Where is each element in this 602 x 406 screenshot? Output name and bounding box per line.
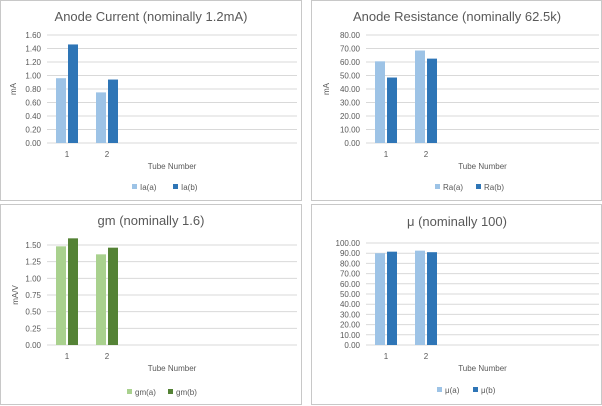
- x-axis-label: Tube Number: [148, 162, 197, 171]
- y-tick-label: 1.20: [25, 58, 41, 67]
- y-tick-label: 0.20: [25, 126, 41, 135]
- y-tick-label: 0.50: [25, 308, 41, 317]
- x-tick-label: 1: [65, 352, 70, 361]
- y-tick-label: 10.00: [340, 126, 361, 135]
- y-tick-label: 1.00: [25, 274, 41, 283]
- x-tick-label: 1: [384, 352, 389, 361]
- y-tick-label: 70.00: [340, 270, 361, 279]
- y-tick-label: 0.75: [25, 291, 41, 300]
- legend-label: Ra(b): [484, 183, 504, 192]
- legend-swatch: [476, 184, 481, 189]
- legend-label: Ia(a): [140, 183, 157, 192]
- chart-title: Anode Resistance (nominally 62.5k): [353, 9, 561, 24]
- y-tick-label: 20.00: [340, 112, 361, 121]
- bar-gm(b)-1: [68, 238, 78, 345]
- bar-Ia(b)-2: [108, 79, 118, 143]
- x-tick-label: 1: [65, 150, 70, 159]
- bar-μ(a)-1: [375, 253, 385, 345]
- legend-swatch: [473, 387, 478, 392]
- x-tick-label: 2: [105, 352, 110, 361]
- y-tick-label: 50.00: [340, 72, 361, 81]
- legend-swatch: [437, 387, 442, 392]
- x-tick-label: 1: [384, 150, 389, 159]
- legend-label: μ(a): [445, 386, 460, 395]
- legend-swatch: [168, 389, 173, 394]
- chart-panel-anode-resistance: Anode Resistance (nominally 62.5k) 0.00 10…: [311, 0, 602, 201]
- bar-Ra(a)-1: [375, 61, 385, 144]
- y-tick-label: 80.00: [340, 259, 361, 268]
- y-tick-label: 0.00: [25, 341, 41, 350]
- chart-panel-anode-current: Anode Current (nominally 1.2mA) 0.00 0.20 0…: [0, 0, 302, 201]
- y-tick-label: 50.00: [340, 290, 361, 299]
- bar-Ra(a)-2: [415, 50, 425, 143]
- y-tick-label: 0.80: [25, 85, 41, 94]
- y-tick-label: 1.60: [25, 31, 41, 40]
- y-tick-label: 60.00: [340, 58, 361, 67]
- bar-gm(a)-2: [96, 254, 106, 345]
- y-tick-label: 0.00: [344, 139, 360, 148]
- x-tick-label: 2: [424, 352, 429, 361]
- y-tick-label: 10.00: [340, 331, 361, 340]
- y-axis-label: mA: [322, 82, 331, 95]
- y-tick-label: 40.00: [340, 300, 361, 309]
- legend-label: Ia(b): [181, 183, 198, 192]
- x-axis-label: Tube Number: [148, 364, 197, 373]
- y-tick-label: 40.00: [340, 85, 361, 94]
- legend-swatch: [173, 184, 178, 189]
- legend-label: gm(a): [135, 388, 156, 397]
- y-axis-label: mA/V: [11, 285, 20, 305]
- chart-svg-anode-resistance: Anode Resistance (nominally 62.5k) 0.00 10…: [322, 9, 599, 192]
- y-tick-label: 0.25: [25, 324, 41, 333]
- y-tick-label: 1.25: [25, 258, 41, 267]
- y-tick-label: 70.00: [340, 45, 361, 54]
- y-axis-label: mA: [9, 82, 18, 95]
- bar-gm(a)-1: [56, 246, 66, 345]
- legend-label: gm(b): [176, 388, 197, 397]
- y-tick-label: 0.00: [344, 341, 360, 350]
- chart-title: μ (nominally 100): [407, 214, 507, 229]
- bar-μ(b)-1: [387, 251, 397, 345]
- y-tick-label: 100.00: [336, 239, 361, 248]
- x-axis-label: Tube Number: [458, 162, 507, 171]
- legend-label: Ra(a): [443, 183, 463, 192]
- bar-Ra(b)-2: [427, 58, 437, 143]
- bar-gm(b)-2: [108, 247, 118, 345]
- bar-Ia(a)-1: [56, 78, 66, 143]
- x-axis-label: Tube Number: [458, 364, 507, 373]
- chart-title: gm (nominally 1.6): [98, 213, 205, 228]
- legend-label: μ(b): [481, 386, 496, 395]
- y-tick-label: 20.00: [340, 321, 361, 330]
- y-tick-label: 80.00: [340, 31, 361, 40]
- y-tick-label: 0.60: [25, 99, 41, 108]
- y-tick-label: 0.40: [25, 112, 41, 121]
- legend-swatch: [435, 184, 440, 189]
- x-tick-label: 2: [424, 150, 429, 159]
- y-tick-label: 60.00: [340, 280, 361, 289]
- chart-title: Anode Current (nominally 1.2mA): [55, 9, 248, 24]
- legend-swatch: [132, 184, 137, 189]
- bar-Ra(b)-1: [387, 77, 397, 143]
- legend-swatch: [127, 389, 132, 394]
- y-tick-label: 1.40: [25, 45, 41, 54]
- y-tick-label: 30.00: [340, 99, 361, 108]
- y-tick-label: 1.00: [25, 72, 41, 81]
- bar-μ(b)-2: [427, 252, 437, 345]
- bar-Ia(a)-2: [96, 92, 106, 143]
- x-tick-label: 2: [105, 150, 110, 159]
- y-tick-label: 0.00: [25, 139, 41, 148]
- y-tick-label: 1.50: [25, 241, 41, 250]
- y-tick-label: 90.00: [340, 249, 361, 258]
- chart-panel-mu: μ (nominally 100) 0.00 10.00 20.00 30.00 40.0…: [311, 204, 602, 405]
- chart-svg-gm: gm (nominally 1.6) 0.00 0.25 0.50 0.75 1.00 1.…: [11, 213, 297, 397]
- bar-Ia(b)-1: [68, 44, 78, 144]
- chart-svg-anode-current: Anode Current (nominally 1.2mA) 0.00 0.20 0…: [9, 9, 297, 192]
- y-tick-label: 30.00: [340, 310, 361, 319]
- chart-panel-gm: gm (nominally 1.6) 0.00 0.25 0.50 0.75 1.00 1.…: [0, 204, 302, 405]
- bar-μ(a)-2: [415, 250, 425, 345]
